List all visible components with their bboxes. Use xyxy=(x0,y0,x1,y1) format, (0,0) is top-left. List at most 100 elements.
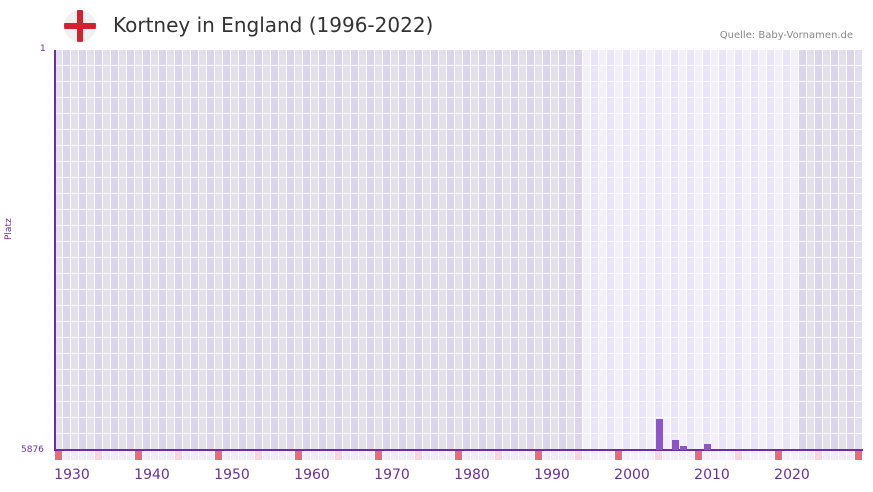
grid-column xyxy=(143,50,151,450)
empty-marker xyxy=(759,451,766,460)
empty-marker xyxy=(783,451,790,460)
grid-column xyxy=(831,50,839,450)
empty-marker xyxy=(687,451,694,460)
empty-marker xyxy=(87,451,94,460)
grid-column xyxy=(231,50,239,450)
grid-column xyxy=(327,50,335,450)
grid-column xyxy=(79,50,87,450)
empty-marker xyxy=(799,451,806,460)
grid-column xyxy=(503,50,511,450)
grid-column xyxy=(511,50,519,450)
x-axis-line xyxy=(55,449,863,451)
grid-column xyxy=(199,50,207,450)
midpoint-marker xyxy=(175,451,182,460)
grid-column xyxy=(119,50,127,450)
grid-column xyxy=(367,50,375,450)
grid-column xyxy=(711,50,719,450)
bar-2006[interactable] xyxy=(680,446,687,450)
grid-column xyxy=(487,50,495,450)
grid-column xyxy=(631,50,639,450)
empty-marker xyxy=(199,451,206,460)
empty-marker xyxy=(551,451,558,460)
empty-marker xyxy=(191,451,198,460)
empty-marker xyxy=(159,451,166,460)
empty-marker xyxy=(79,451,86,460)
grid-column xyxy=(439,50,447,450)
plot-area xyxy=(55,50,863,450)
grid-column xyxy=(463,50,471,450)
empty-marker xyxy=(151,451,158,460)
decade-marker xyxy=(775,451,782,460)
empty-marker xyxy=(543,451,550,460)
empty-marker xyxy=(503,451,510,460)
x-tick-label: 2000 xyxy=(614,467,650,483)
grid-column xyxy=(551,50,559,450)
decade-marker xyxy=(455,451,462,460)
grid-column xyxy=(583,50,591,450)
grid-column xyxy=(447,50,455,450)
decade-marker xyxy=(375,451,382,460)
bar-2009[interactable] xyxy=(704,444,711,450)
grid-column xyxy=(183,50,191,450)
midpoint-marker xyxy=(95,451,102,460)
grid-column xyxy=(359,50,367,450)
grid-column xyxy=(543,50,551,450)
grid-column xyxy=(271,50,279,450)
grid-column xyxy=(151,50,159,450)
empty-marker xyxy=(111,451,118,460)
grid-column xyxy=(263,50,271,450)
empty-marker xyxy=(823,451,830,460)
grid-column xyxy=(703,50,711,450)
midpoint-marker xyxy=(735,451,742,460)
empty-marker xyxy=(479,451,486,460)
grid-column xyxy=(399,50,407,450)
midpoint-marker xyxy=(335,451,342,460)
grid-column xyxy=(239,50,247,450)
grid-column xyxy=(607,50,615,450)
grid-column xyxy=(455,50,463,450)
empty-marker xyxy=(343,451,350,460)
grid-column xyxy=(479,50,487,450)
grid-column xyxy=(535,50,543,450)
grid-column xyxy=(103,50,111,450)
x-tick-label: 1950 xyxy=(214,467,250,483)
empty-marker xyxy=(807,451,814,460)
empty-marker xyxy=(439,451,446,460)
grid-column xyxy=(111,50,119,450)
grid-column xyxy=(527,50,535,450)
decade-marker xyxy=(55,451,62,460)
empty-marker xyxy=(231,451,238,460)
empty-marker xyxy=(487,451,494,460)
empty-marker xyxy=(239,451,246,460)
midpoint-marker xyxy=(575,451,582,460)
empty-marker xyxy=(183,451,190,460)
grid-column xyxy=(191,50,199,450)
empty-marker xyxy=(591,451,598,460)
empty-marker xyxy=(623,451,630,460)
midpoint-marker xyxy=(495,451,502,460)
empty-marker xyxy=(391,451,398,460)
bar-2003[interactable] xyxy=(656,418,663,450)
x-tick-label: 2020 xyxy=(774,467,810,483)
grid-column xyxy=(471,50,479,450)
empty-marker xyxy=(639,451,646,460)
midpoint-marker xyxy=(255,451,262,460)
grid-column xyxy=(791,50,799,450)
grid-column xyxy=(647,50,655,450)
decade-marker xyxy=(295,451,302,460)
grid-column xyxy=(719,50,727,450)
bar-2005[interactable] xyxy=(672,440,679,450)
empty-marker xyxy=(663,451,670,460)
empty-marker xyxy=(847,451,854,460)
grid-column xyxy=(615,50,623,450)
empty-marker xyxy=(743,451,750,460)
grid-column xyxy=(407,50,415,450)
empty-marker xyxy=(679,451,686,460)
midpoint-marker xyxy=(815,451,822,460)
x-tick-label: 1980 xyxy=(454,467,490,483)
grid-column xyxy=(799,50,807,450)
grid-column xyxy=(207,50,215,450)
midpoint-marker xyxy=(415,451,422,460)
empty-marker xyxy=(559,451,566,460)
grid-column xyxy=(839,50,847,450)
